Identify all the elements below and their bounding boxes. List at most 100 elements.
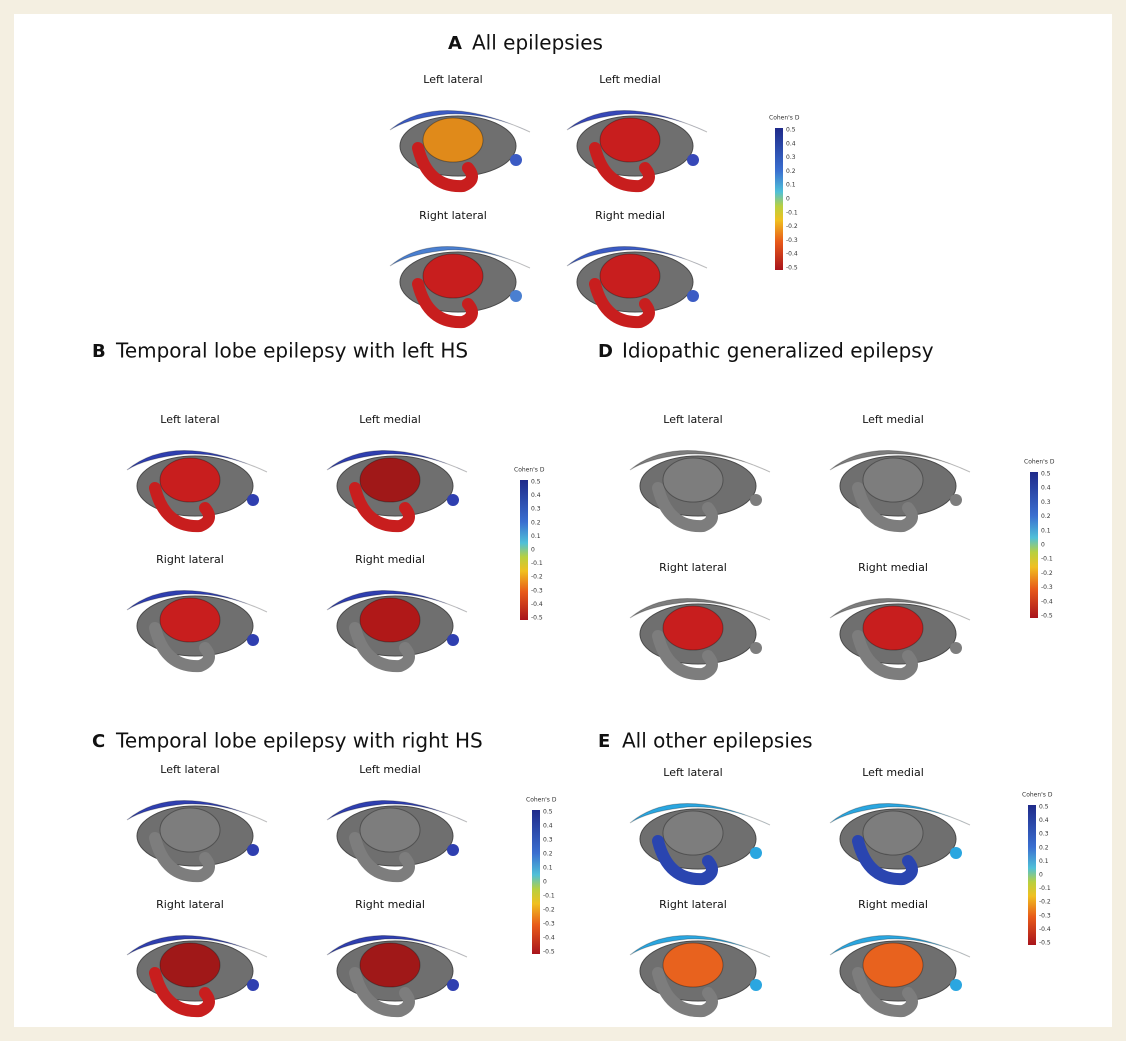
colorbar-tick-label: 0.2: [1041, 513, 1051, 520]
thalamus: [360, 458, 420, 502]
putamen-tip: [750, 847, 762, 859]
colorbar-tick-label: -0.1: [1039, 885, 1051, 892]
thalamus: [160, 808, 220, 852]
view-label: Left medial: [359, 763, 421, 776]
colorbar-label: Cohen's D: [1022, 792, 1053, 799]
view-label: Left medial: [862, 766, 924, 779]
colorbar-tick-label: -0.3: [1039, 912, 1051, 919]
view-label: Right medial: [355, 898, 425, 911]
putamen-tip: [447, 634, 459, 646]
colorbar-tick-label: 0.3: [1041, 499, 1051, 506]
putamen-tip: [687, 290, 699, 302]
colorbar-tick-label: -0.2: [531, 574, 543, 581]
colorbar-tick-label: 0: [1041, 542, 1045, 549]
colorbar-label: Cohen's D: [1024, 459, 1055, 466]
colorbar-tick-label: -0.3: [531, 587, 543, 594]
thalamus: [360, 808, 420, 852]
putamen-tip: [950, 494, 962, 506]
colorbar-tick-label: 0.2: [786, 168, 796, 175]
putamen-tip: [687, 154, 699, 166]
putamen-tip: [447, 979, 459, 991]
thalamus: [663, 943, 723, 987]
putamen-tip: [247, 844, 259, 856]
thalamus: [600, 118, 660, 162]
view-label: Left lateral: [663, 413, 722, 426]
colorbar-tick-label: 0.1: [543, 865, 553, 872]
putamen-tip: [950, 847, 962, 859]
thalamus: [863, 811, 923, 855]
panel-letter: C: [92, 731, 105, 752]
panel-letter: B: [92, 341, 106, 362]
view-label: Right lateral: [156, 898, 224, 911]
colorbar-tick-label: 0.1: [531, 533, 541, 540]
colorbar-tick-label: 0: [543, 879, 547, 886]
colorbar-tick-label: 0.4: [1039, 817, 1049, 824]
view-label: Left lateral: [663, 766, 722, 779]
colorbar: [1028, 805, 1036, 945]
colorbar-tick-label: 0.5: [1041, 471, 1051, 478]
view-label: Left lateral: [423, 73, 482, 86]
colorbar-tick-label: 0.2: [531, 519, 541, 526]
putamen-tip: [750, 642, 762, 654]
colorbar-tick-label: 0.4: [543, 823, 553, 830]
panel-title: Temporal lobe epilepsy with right HS: [115, 729, 483, 753]
view-label: Right medial: [595, 209, 665, 222]
colorbar-tick-label: -0.5: [543, 949, 555, 956]
putamen-tip: [247, 979, 259, 991]
colorbar-tick-label: -0.2: [1041, 570, 1053, 577]
thalamus: [663, 811, 723, 855]
thalamus: [160, 458, 220, 502]
putamen-tip: [510, 154, 522, 166]
colorbar-tick-label: -0.3: [786, 237, 798, 244]
colorbar-tick-label: 0.3: [543, 837, 553, 844]
view-label: Right medial: [858, 561, 928, 574]
colorbar-label: Cohen's D: [769, 115, 800, 122]
colorbar-tick-label: 0.2: [543, 851, 553, 858]
colorbar-tick-label: -0.5: [1041, 613, 1053, 620]
panel-title: All other epilepsies: [622, 729, 813, 753]
putamen-tip: [950, 979, 962, 991]
colorbar-tick-label: -0.2: [786, 223, 798, 230]
thalamus: [863, 943, 923, 987]
thalamus: [160, 598, 220, 642]
panel-title: Temporal lobe epilepsy with left HS: [115, 339, 468, 363]
panel-title: Idiopathic generalized epilepsy: [622, 339, 934, 363]
colorbar-tick-label: 0.5: [786, 127, 796, 134]
colorbar: [520, 480, 528, 620]
thalamus: [423, 118, 483, 162]
panel-title: All epilepsies: [472, 31, 603, 55]
colorbar-tick-label: -0.2: [543, 907, 555, 914]
colorbar-tick-label: -0.1: [543, 893, 555, 900]
colorbar-tick-label: 0.1: [1039, 858, 1049, 865]
thalamus: [663, 458, 723, 502]
panel-letter: A: [448, 33, 462, 54]
colorbar-tick-label: 0.1: [1041, 527, 1051, 534]
putamen-tip: [247, 494, 259, 506]
view-label: Left medial: [862, 413, 924, 426]
colorbar-tick-label: -0.1: [786, 209, 798, 216]
view-label: Right lateral: [156, 553, 224, 566]
colorbar-tick-label: 0.2: [1039, 844, 1049, 851]
view-label: Right lateral: [419, 209, 487, 222]
colorbar-tick-label: -0.4: [1041, 598, 1053, 605]
thalamus: [160, 943, 220, 987]
colorbar-tick-label: -0.4: [786, 251, 798, 258]
panel-letter: E: [598, 731, 610, 752]
thalamus: [863, 606, 923, 650]
thalamus: [423, 254, 483, 298]
colorbar-tick-label: 0.4: [786, 140, 796, 147]
view-label: Left lateral: [160, 413, 219, 426]
colorbar-tick-label: 0: [1039, 872, 1043, 879]
colorbar-tick-label: 0.5: [1039, 804, 1049, 811]
putamen-tip: [510, 290, 522, 302]
putamen-tip: [447, 844, 459, 856]
colorbar-tick-label: -0.5: [786, 265, 798, 272]
colorbar-tick-label: 0.3: [1039, 831, 1049, 838]
colorbar-tick-label: 0.5: [543, 809, 553, 816]
view-label: Right medial: [355, 553, 425, 566]
view-label: Left lateral: [160, 763, 219, 776]
putamen-tip: [247, 634, 259, 646]
colorbar: [532, 810, 540, 954]
colorbar-tick-label: 0.3: [786, 154, 796, 161]
colorbar: [775, 128, 783, 270]
